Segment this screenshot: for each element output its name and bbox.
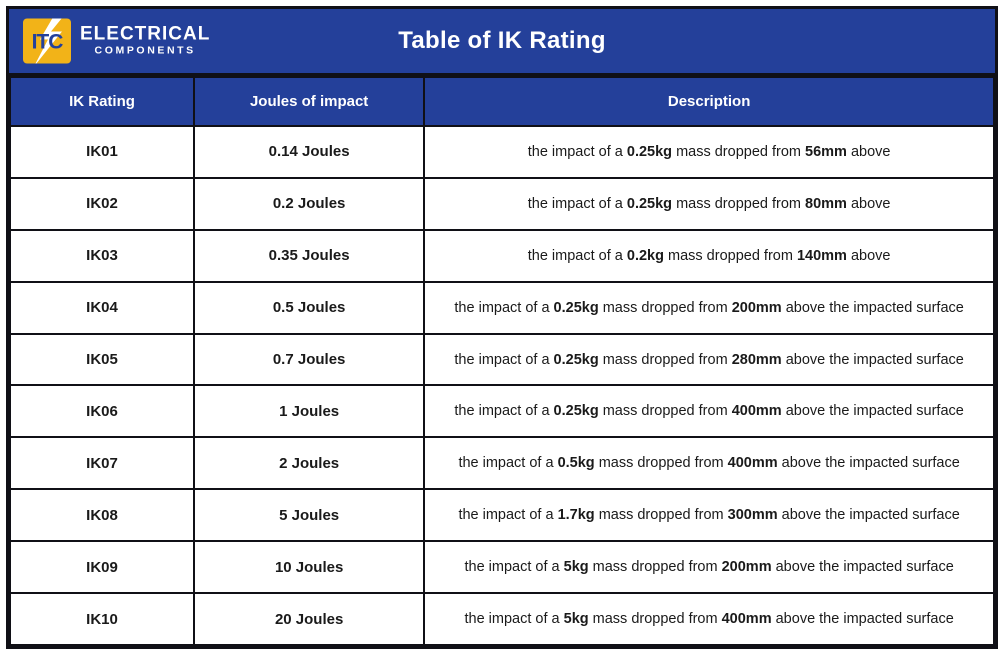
description-cell: the impact of a 0.25kg mass dropped from…	[423, 176, 995, 231]
ik-rating-cell: IK03	[9, 228, 195, 283]
joules-cell: 0.5 Joules	[192, 280, 426, 335]
table-row: IK03 0.35 Joules the impact of a 0.2kg mas…	[9, 228, 995, 283]
column-header-joules: Joules of impact	[192, 76, 426, 127]
ik-rating-cell: IK04	[9, 280, 195, 335]
itc-logo: ITC ELECTRICAL COMPONENTS	[23, 18, 211, 64]
joules-cell: 20 Joules	[192, 592, 426, 646]
brand-name-line1: ELECTRICAL	[80, 23, 211, 45]
table-row: IK04 0.5 Joules the impact of a 0.25kg mas…	[9, 280, 995, 335]
brand-name: ELECTRICAL COMPONENTS	[80, 23, 211, 58]
description-cell: the impact of a 0.5kg mass dropped from …	[423, 436, 995, 491]
ik-rating-cell: IK07	[9, 436, 195, 491]
table-body: IK01 0.14 Joules the impact of a 0.25kg ma…	[9, 125, 995, 646]
ik-rating-cell: IK09	[9, 540, 195, 595]
ik-rating-cell: IK08	[9, 488, 195, 543]
table-row: IK10 20 Joules the impact of a 5kg mass dr…	[9, 592, 995, 646]
description-cell: the impact of a 0.25kg mass dropped from…	[423, 332, 995, 387]
table-row: IK05 0.7 Joules the impact of a 0.25kg mas…	[9, 332, 995, 387]
table-row: IK07 2 Joules the impact of a 0.5kg mass d…	[9, 436, 995, 491]
description-cell: the impact of a 0.25kg mass dropped from…	[423, 384, 995, 439]
ik-rating-cell: IK05	[9, 332, 195, 387]
joules-cell: 5 Joules	[192, 488, 426, 543]
ik-rating-cell: IK01	[9, 125, 195, 179]
ik-rating-cell: IK02	[9, 176, 195, 231]
column-header-description: Description	[423, 76, 995, 127]
joules-cell: 0.14 Joules	[192, 125, 426, 179]
itc-logo-mark: ITC	[23, 18, 71, 64]
description-cell: the impact of a 0.25kg mass dropped from…	[423, 125, 995, 179]
joules-cell: 1 Joules	[192, 384, 426, 439]
joules-cell: 10 Joules	[192, 540, 426, 595]
document-frame: ITC ELECTRICAL COMPONENTS Table of IK Ra…	[6, 6, 998, 649]
brand-name-line2: COMPONENTS	[94, 44, 196, 57]
description-cell: the impact of a 0.25kg mass dropped from…	[423, 280, 995, 335]
description-cell: the impact of a 5kg mass dropped from 20…	[423, 540, 995, 595]
description-cell: the impact of a 5kg mass dropped from 40…	[423, 592, 995, 646]
itc-logo-text: ITC	[31, 29, 64, 53]
table-row: IK08 5 Joules the impact of a 1.7kg mass d…	[9, 488, 995, 543]
ik-rating-table: IK Rating Joules of impact Description I…	[9, 76, 995, 646]
ik-rating-cell: IK06	[9, 384, 195, 439]
table-row: IK09 10 Joules the impact of a 5kg mass dr…	[9, 540, 995, 595]
column-header-ik-rating: IK Rating	[9, 76, 195, 127]
joules-cell: 0.35 Joules	[192, 228, 426, 283]
page-title: Table of IK Rating	[398, 27, 606, 54]
ik-rating-cell: IK10	[9, 592, 195, 646]
description-cell: the impact of a 0.2kg mass dropped from …	[423, 228, 995, 283]
header-banner: ITC ELECTRICAL COMPONENTS Table of IK Ra…	[9, 9, 995, 76]
table-row: IK06 1 Joules the impact of a 0.25kg mass …	[9, 384, 995, 439]
lightning-bolt-icon	[35, 18, 62, 64]
description-cell: the impact of a 1.7kg mass dropped from …	[423, 488, 995, 543]
table-row: IK01 0.14 Joules the impact of a 0.25kg ma…	[9, 125, 995, 179]
table-row: IK02 0.2 Joules the impact of a 0.25kg mas…	[9, 176, 995, 231]
table-header-row: IK Rating Joules of impact Description	[9, 76, 995, 127]
joules-cell: 0.7 Joules	[192, 332, 426, 387]
joules-cell: 0.2 Joules	[192, 176, 426, 231]
joules-cell: 2 Joules	[192, 436, 426, 491]
